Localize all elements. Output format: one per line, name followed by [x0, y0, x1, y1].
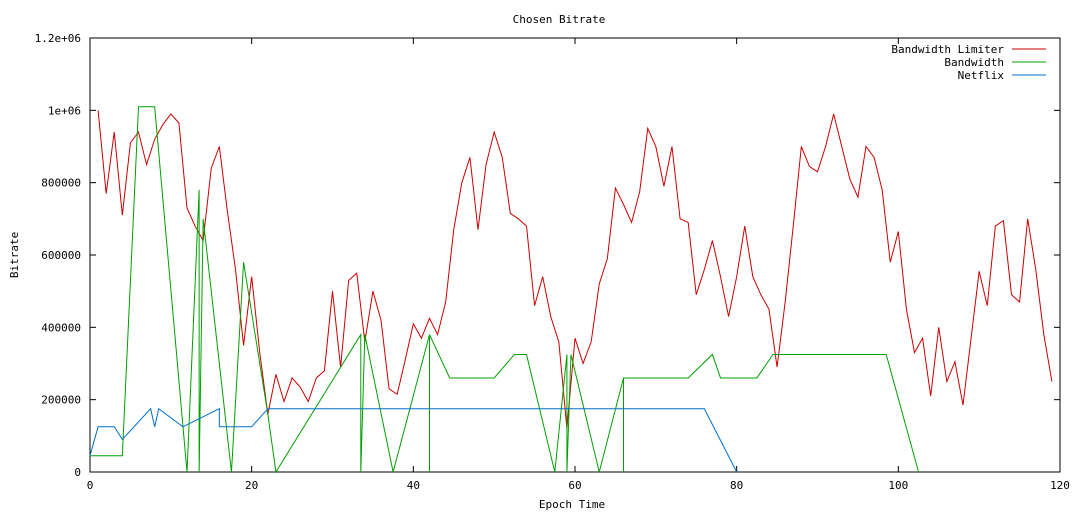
series-line-bandwidth-limiter [97, 110, 1053, 429]
x-tick-label: 20 [245, 479, 258, 492]
series-group [89, 106, 1053, 474]
series-line-netflix [89, 407, 738, 473]
x-axis-label: Epoch Time [539, 498, 605, 511]
legend-label-netflix: Netflix [958, 69, 1005, 82]
y-tick-label: 400000 [41, 321, 81, 334]
legend-label-bandwidth-limiter: Bandwidth Limiter [891, 43, 1004, 56]
x-tick-label: 0 [87, 479, 94, 492]
x-tick-label: 120 [1050, 479, 1070, 492]
y-axis-label: Bitrate [8, 232, 21, 278]
x-axis: 0 20 40 60 80 100 120 [87, 38, 1070, 492]
x-tick-label: 60 [568, 479, 581, 492]
x-tick-label: 40 [407, 479, 420, 492]
series-line-bandwidth [90, 106, 920, 474]
x-tick-label: 80 [730, 479, 743, 492]
x-tick-label: 100 [888, 479, 908, 492]
y-tick-label: 1.2e+06 [35, 32, 81, 45]
y-tick-label: 600000 [41, 249, 81, 262]
y-tick-label: 800000 [41, 177, 81, 190]
y-tick-label: 200000 [41, 394, 81, 407]
legend-label-bandwidth: Bandwidth [944, 56, 1004, 69]
y-tick-label: 1e+06 [48, 104, 81, 117]
chart-title: Chosen Bitrate [513, 13, 606, 26]
y-axis: 0 200000 400000 600000 800000 1e+06 1.2e+06 [35, 32, 1060, 479]
y-tick-label: 0 [74, 466, 81, 479]
